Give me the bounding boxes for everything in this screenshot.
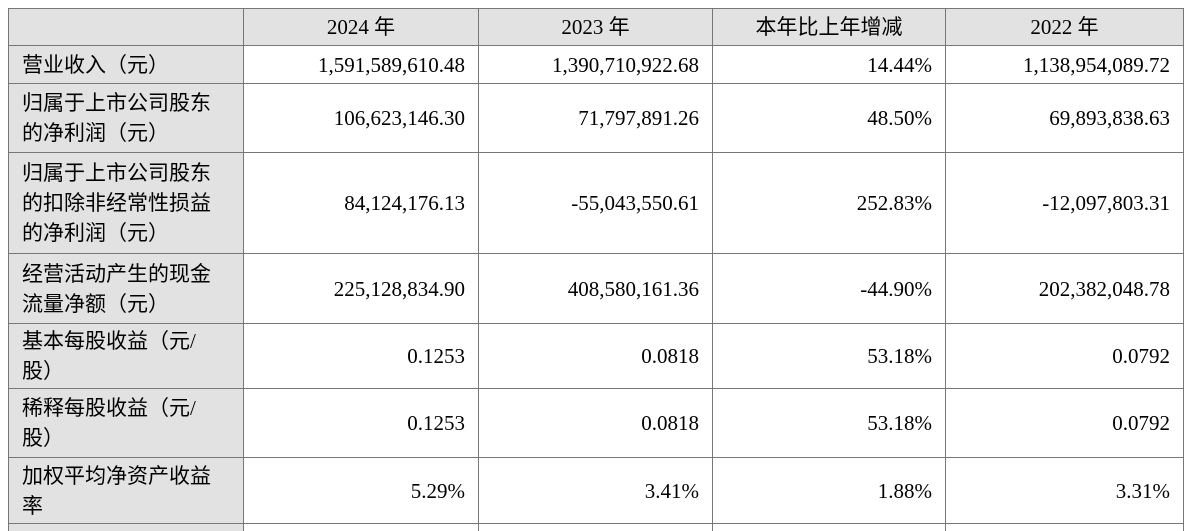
value-2023: 0.0818 bbox=[478, 388, 713, 458]
value-2022: 1,138,954,089.72 bbox=[945, 45, 1184, 84]
table-row-operating-revenue: 营业收入（元） 1,591,589,610.48 1,390,710,922.6… bbox=[8, 45, 1184, 84]
value-2024: 0.1253 bbox=[243, 323, 479, 389]
col-header-2023: 2023 年 bbox=[478, 8, 713, 46]
value-2023: 1,390,710,922.68 bbox=[478, 45, 713, 84]
table-row-operating-cash-flow: 经营活动产生的现金 流量净额（元） 225,128,834.90 408,580… bbox=[8, 253, 1184, 324]
value-2022: -12,097,803.31 bbox=[945, 152, 1184, 254]
value-2022: 69,893,838.63 bbox=[945, 83, 1184, 153]
table-row-weighted-avg-roe: 加权平均净资产收益 率 5.29% 3.41% 1.88% 3.31% bbox=[8, 457, 1184, 524]
table-row-net-profit-excl-nonrecurring: 归属于上市公司股东 的扣除非经常性损益 的净利润（元） 84,124,176.1… bbox=[8, 152, 1184, 254]
table-row-basic-eps: 基本每股收益（元/ 股） 0.1253 0.0818 53.18% 0.0792 bbox=[8, 323, 1184, 389]
col-header-2022: 2022 年 bbox=[945, 8, 1184, 46]
value-yoy-change: 48.50% bbox=[712, 83, 946, 153]
col-header-yoy-change: 本年比上年增减 bbox=[712, 8, 946, 46]
value-yoy-change: 14.44% bbox=[712, 45, 946, 84]
value-2023: 3.41% bbox=[478, 457, 713, 524]
value-2024: 5.29% bbox=[243, 457, 479, 524]
value-2023: 0.0818 bbox=[478, 323, 713, 389]
value-yoy-change: 1.88% bbox=[712, 457, 946, 524]
value-2023: -55,043,550.61 bbox=[478, 152, 713, 254]
value-yoy-change: 252.83% bbox=[712, 152, 946, 254]
value-yoy-change: 53.18% bbox=[712, 323, 946, 389]
row-label: 经营活动产生的现金 流量净额（元） bbox=[8, 253, 244, 324]
value-2022 bbox=[945, 523, 1184, 531]
value-2022: 3.31% bbox=[945, 457, 1184, 524]
row-label: 归属于上市公司股东 的扣除非经常性损益 的净利润（元） bbox=[8, 152, 244, 254]
row-label bbox=[8, 523, 244, 531]
value-2023 bbox=[478, 523, 713, 531]
value-2023: 408,580,161.36 bbox=[478, 253, 713, 324]
row-label: 归属于上市公司股东 的净利润（元） bbox=[8, 83, 244, 153]
row-label: 营业收入（元） bbox=[8, 45, 244, 84]
table-row-net-profit: 归属于上市公司股东 的净利润（元） 106,623,146.30 71,797,… bbox=[8, 83, 1184, 153]
row-label: 基本每股收益（元/ 股） bbox=[8, 323, 244, 389]
value-2024 bbox=[243, 523, 479, 531]
value-2022: 0.0792 bbox=[945, 323, 1184, 389]
value-2024: 0.1253 bbox=[243, 388, 479, 458]
value-yoy-change bbox=[712, 523, 946, 531]
value-2024: 106,623,146.30 bbox=[243, 83, 479, 153]
value-2023: 71,797,891.26 bbox=[478, 83, 713, 153]
value-2024: 1,591,589,610.48 bbox=[243, 45, 479, 84]
value-2022: 0.0792 bbox=[945, 388, 1184, 458]
value-2024: 84,124,176.13 bbox=[243, 152, 479, 254]
value-yoy-change: -44.90% bbox=[712, 253, 946, 324]
row-label: 稀释每股收益（元/ 股） bbox=[8, 388, 244, 458]
table-header-row: 2024 年 2023 年 本年比上年增减 2022 年 bbox=[8, 8, 1184, 46]
value-2022: 202,382,048.78 bbox=[945, 253, 1184, 324]
key-financials-table: 2024 年 2023 年 本年比上年增减 2022 年 营业收入（元） 1,5… bbox=[8, 8, 1184, 531]
table-row-diluted-eps: 稀释每股收益（元/ 股） 0.1253 0.0818 53.18% 0.0792 bbox=[8, 388, 1184, 458]
col-header-blank bbox=[8, 8, 244, 46]
table-row-partial-clipped bbox=[8, 523, 1184, 531]
col-header-2024: 2024 年 bbox=[243, 8, 479, 46]
value-2024: 225,128,834.90 bbox=[243, 253, 479, 324]
value-yoy-change: 53.18% bbox=[712, 388, 946, 458]
row-label: 加权平均净资产收益 率 bbox=[8, 457, 244, 524]
